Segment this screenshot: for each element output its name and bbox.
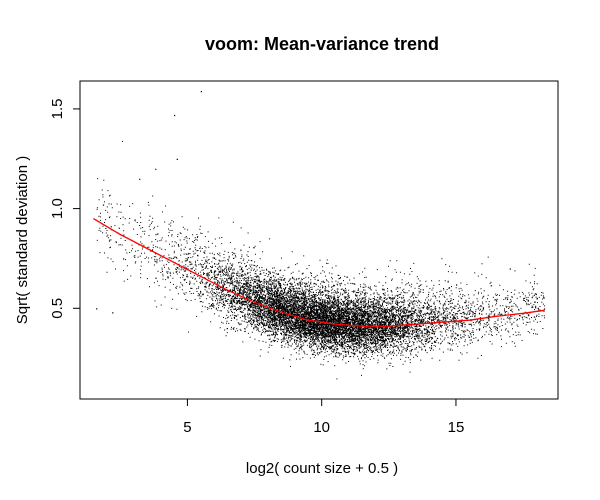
y-tick-label: 0.5 (49, 298, 66, 319)
x-tick-label: 5 (183, 419, 191, 436)
trend-line (93, 218, 545, 327)
scatter-point-cloud (96, 91, 546, 380)
y-tick-label: 1.0 (49, 198, 66, 219)
chart-title: voom: Mean-variance trend (205, 34, 439, 54)
scatter-points (96, 91, 546, 380)
y-tick-label: 1.5 (49, 98, 66, 119)
y-axis: 0.5 1.0 1.5 (49, 98, 80, 319)
x-axis-label: log2( count size + 0.5 ) (246, 460, 398, 477)
plot-frame (79, 80, 559, 400)
x-tick-label: 10 (313, 419, 330, 436)
x-tick-label: 15 (448, 419, 465, 436)
y-axis-label: Sqrt( standard deviation ) (14, 156, 31, 324)
x-axis: 5 10 15 (183, 399, 464, 436)
